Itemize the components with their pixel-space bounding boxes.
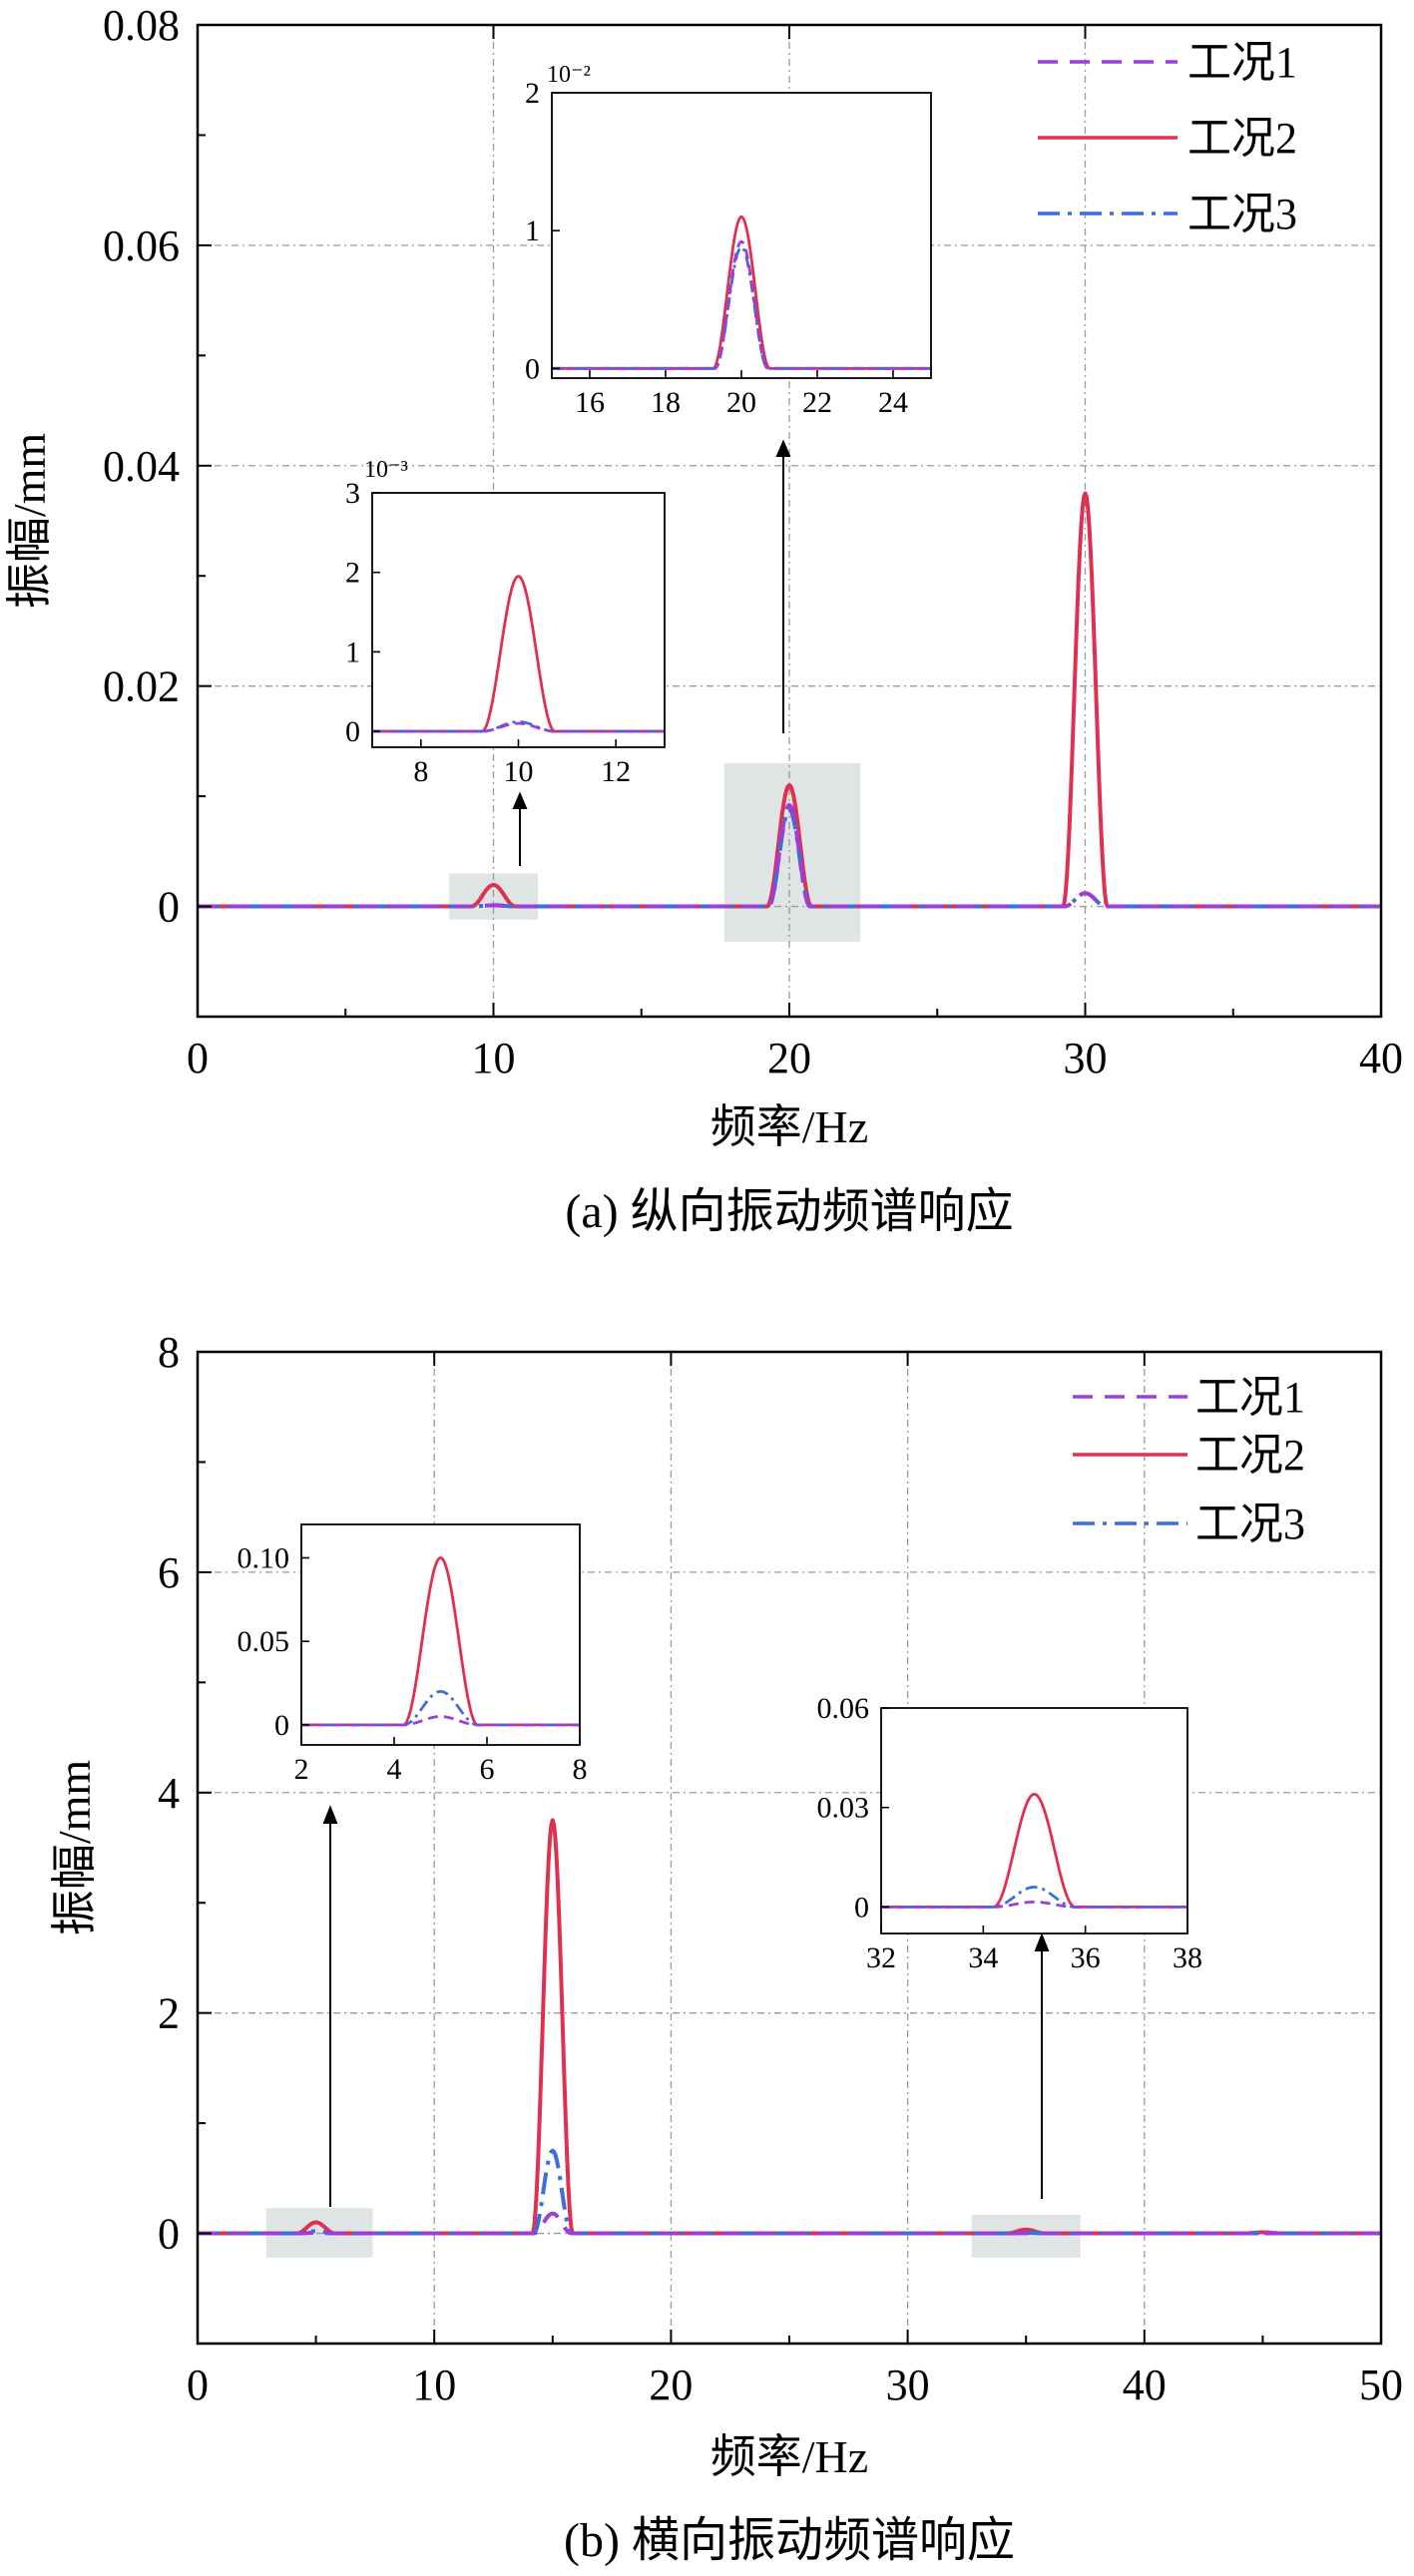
chart-a-legend: 工况1 工况2 工况3 <box>1038 38 1297 238</box>
chart-b-caption: (b) 横向振动频谱响应 <box>564 2514 1015 2567</box>
chart-a-arrows <box>512 439 791 866</box>
b-in1-xtick-label: 32 <box>866 1941 896 1974</box>
a-ytick-label: 0.08 <box>103 1 180 50</box>
b-in1-ytick-label: 0 <box>854 1891 869 1924</box>
b-in0-xtick-label: 8 <box>573 1753 588 1786</box>
a-ytick-label: 0.06 <box>103 221 180 270</box>
a-in1-xtick-label: 18 <box>651 386 681 419</box>
b-ytick-label: 4 <box>158 1769 180 1818</box>
chart-b-plot <box>198 1818 1381 2236</box>
a-in1-xtick-label: 24 <box>878 386 908 419</box>
b-in0-ytick-label: 0.05 <box>237 1625 290 1658</box>
chart-a-plot <box>198 491 1381 909</box>
b-in1-series-1 <box>881 1901 1187 1909</box>
b-in1-ytick-label: 0.03 <box>817 1792 870 1825</box>
legend-b-case1-label: 工况1 <box>1195 1373 1305 1422</box>
b-ytick-label: 0 <box>158 2210 180 2259</box>
a-ytick-label: 0.04 <box>103 442 180 491</box>
a-in1-ytick-label: 2 <box>525 77 540 110</box>
b-ytick-label: 2 <box>158 1989 180 2038</box>
b-series-1 <box>198 2211 1381 2236</box>
a-xtick-label: 30 <box>1064 1034 1108 1082</box>
a-in0-xtick-label: 10 <box>504 755 534 788</box>
legend-a-case1-label: 工况1 <box>1187 38 1297 87</box>
a-in1-ytick-label: 1 <box>525 215 540 247</box>
a-xtick-label: 20 <box>767 1034 811 1082</box>
b-xtick-label: 30 <box>886 2361 930 2409</box>
legend-a-case3-label: 工况3 <box>1187 190 1297 238</box>
b-series-3 <box>198 2148 1381 2236</box>
b-highlight-1 <box>971 2214 1081 2258</box>
a-series-3 <box>198 807 1381 909</box>
a-in0-ytick-label: 2 <box>345 557 360 590</box>
b-ytick-label: 6 <box>158 1548 180 1597</box>
b-series-2 <box>198 1818 1381 2236</box>
b-xtick-label: 20 <box>649 2361 693 2409</box>
b-in0-xtick-label: 4 <box>387 1753 402 1786</box>
a-in0-ytick-label: 1 <box>345 636 360 668</box>
a-in1-series-1 <box>552 239 931 370</box>
b-in1-xtick-label: 34 <box>968 1941 998 1974</box>
legend-b-case3-label: 工况3 <box>1195 1500 1305 1548</box>
chart-b-xlabel: 频率/Hz <box>710 2431 868 2482</box>
b-in1-xtick-label: 36 <box>1071 1941 1101 1974</box>
a-in1-xtick-label: 20 <box>726 386 756 419</box>
chart-b-ylabel: 振幅/mm <box>49 1760 100 1936</box>
chart-a-xlabel: 频率/Hz <box>710 1101 868 1152</box>
chart-a-ticks <box>197 24 1382 1017</box>
b-in1-xtick-label: 38 <box>1173 1941 1202 1974</box>
chart-a-inset-20hz-exponent: 10⁻² <box>547 62 591 88</box>
chart-b-arrows <box>322 1805 1050 2207</box>
legend-a-case2-label: 工况2 <box>1187 114 1297 163</box>
a-in0-ytick-label: 3 <box>345 477 360 510</box>
b-ytick-label: 8 <box>158 1328 180 1377</box>
chart-b-inset-35hz: 32 34 36 38 0 0.03 0.06 <box>817 1692 1203 1974</box>
a-xtick-label: 0 <box>187 1034 209 1082</box>
b-in0-xtick-label: 6 <box>480 1753 495 1786</box>
b-in0-xtick-label: 2 <box>294 1753 309 1786</box>
a-ytick-label: 0 <box>158 883 180 932</box>
b-in0-ytick-label: 0 <box>274 1709 289 1742</box>
chart-a-ylabel: 振幅/mm <box>4 433 55 610</box>
chart-b-ticks <box>197 1351 1382 2344</box>
a-in0-xtick-label: 8 <box>413 755 428 788</box>
b-xtick-label: 40 <box>1123 2361 1167 2409</box>
b-in0-ytick-label: 0.10 <box>237 1541 290 1574</box>
a-in1-series-2 <box>552 215 931 370</box>
b-xtick-label: 50 <box>1359 2361 1403 2409</box>
b-xtick-label: 10 <box>412 2361 456 2409</box>
chart-b-legend: 工况1 工况2 工况3 <box>1073 1373 1305 1548</box>
chart-a-inset-20hz: 16 18 20 22 24 0 1 2 10⁻² <box>525 62 932 419</box>
chart-b-inset-5hz: 2 4 6 8 0 0.05 0.10 <box>237 1523 588 1786</box>
b-in0-series-3 <box>301 1690 580 1727</box>
chart-a-caption: (a) 纵向振动频谱响应 <box>565 1185 1013 1238</box>
b-xtick-label: 0 <box>187 2361 209 2409</box>
a-series-1 <box>198 802 1381 909</box>
chart-a-inset-10hz-exponent: 10⁻³ <box>364 457 408 483</box>
a-in0-series-1 <box>372 721 665 733</box>
a-in0-ytick-label: 0 <box>345 715 360 748</box>
a-in0-xtick-label: 12 <box>601 755 631 788</box>
b-in1-ytick-label: 0.06 <box>817 1692 870 1725</box>
a-xtick-label: 40 <box>1359 1034 1403 1082</box>
a-in1-xtick-label: 22 <box>802 386 832 419</box>
a-in1-ytick-label: 0 <box>525 352 540 385</box>
a-in1-xtick-label: 16 <box>575 386 605 419</box>
legend-b-case2-label: 工况2 <box>1195 1431 1305 1480</box>
a-ytick-label: 0.02 <box>103 662 180 711</box>
a-xtick-label: 10 <box>472 1034 516 1082</box>
